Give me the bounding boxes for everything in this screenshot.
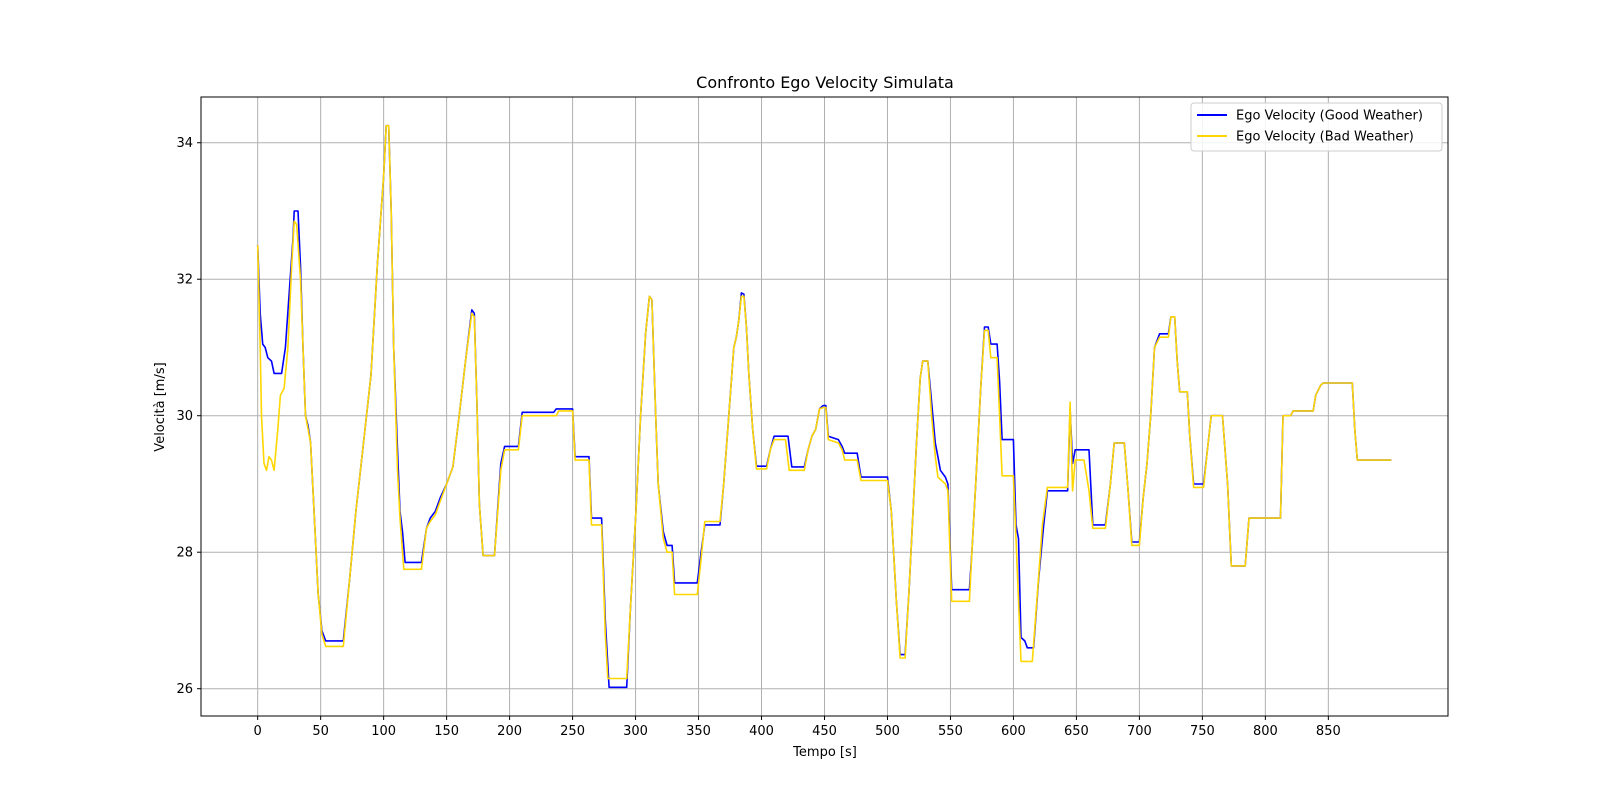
x-tick-label: 600 — [1001, 724, 1026, 739]
x-tick-label: 0 — [254, 724, 262, 739]
x-tick-label: 550 — [938, 724, 963, 739]
x-tick-label: 50 — [312, 724, 329, 739]
y-axis-title: Velocità [m/s] — [153, 362, 168, 451]
x-tick-label: 450 — [812, 724, 837, 739]
grid — [201, 97, 1448, 716]
x-tick-label: 150 — [434, 724, 459, 739]
x-tick-label: 700 — [1127, 724, 1152, 739]
x-tick-label: 500 — [875, 724, 900, 739]
y-tick-label: 30 — [176, 409, 193, 424]
legend: Ego Velocity (Good Weather) Ego Velocity… — [1190, 102, 1443, 152]
x-tick-label: 750 — [1190, 724, 1215, 739]
x-tick-label: 100 — [371, 724, 396, 739]
x-tick-label: 800 — [1253, 724, 1278, 739]
y-tick-label: 28 — [176, 546, 193, 561]
x-tick-label: 850 — [1316, 724, 1341, 739]
legend-label-good-weather: Ego Velocity (Good Weather) — [1236, 109, 1423, 124]
series-line-1 — [256, 124, 1392, 680]
x-axis-ticks: 0 50 100 150 200 250 300 350 400 450 500 550 600 650 7… — [254, 716, 1341, 739]
x-tick-label: 400 — [749, 724, 774, 739]
x-tick-label: 200 — [497, 724, 522, 739]
y-tick-label: 34 — [176, 136, 193, 151]
y-axis-ticks: 26 28 30 32 34 — [176, 136, 201, 697]
y-tick-label: 26 — [176, 682, 193, 697]
x-tick-label: 350 — [686, 724, 711, 739]
legend-box — [1190, 102, 1443, 152]
x-tick-label: 300 — [623, 724, 648, 739]
x-axis-title: Tempo [s] — [792, 745, 857, 760]
legend-label-bad-weather: Ego Velocity (Bad Weather) — [1236, 130, 1414, 145]
y-tick-label: 32 — [176, 273, 193, 288]
x-tick-label: 250 — [560, 724, 585, 739]
x-tick-label: 650 — [1064, 724, 1089, 739]
series-lines — [256, 124, 1392, 689]
chart-title: Confronto Ego Velocity Simulata — [696, 73, 954, 92]
